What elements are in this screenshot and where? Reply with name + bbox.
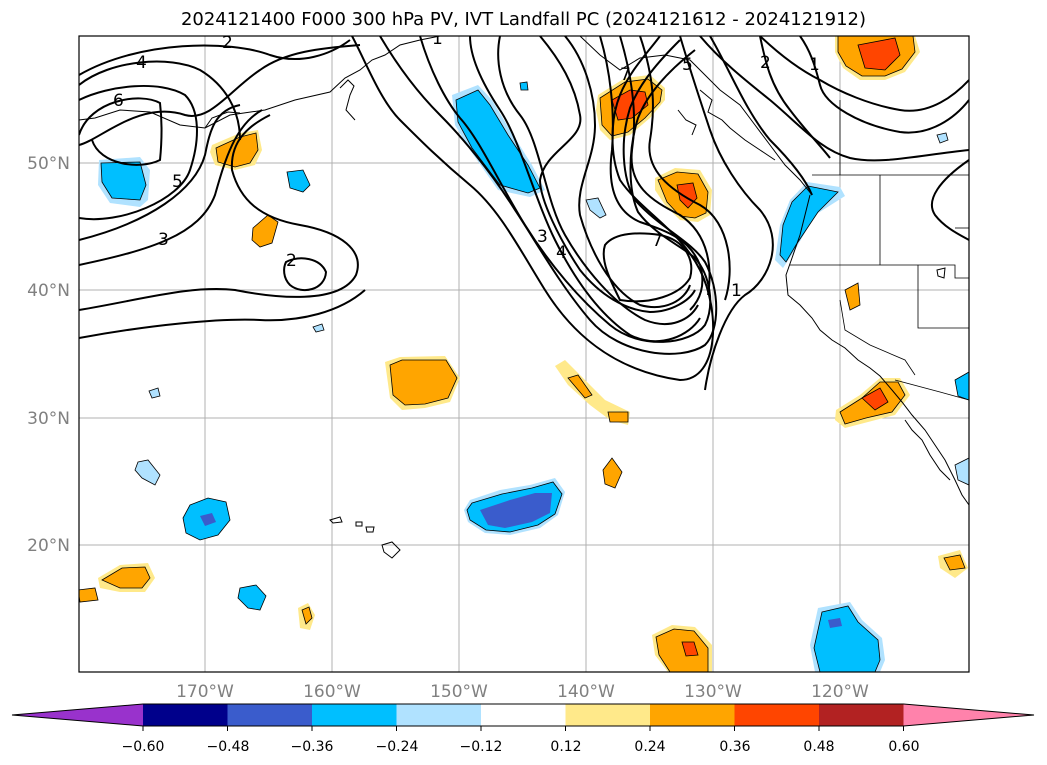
colorbar-tick-label: −0.12 — [460, 739, 503, 755]
ivt-negative-blob — [480, 493, 552, 528]
contour-label: 6 — [113, 91, 124, 111]
colorbar-segment — [819, 704, 904, 726]
lon-label: 120°W — [811, 682, 869, 702]
lon-label: 170°W — [176, 682, 234, 702]
colorbar-segment — [312, 704, 397, 726]
colorbar-segment — [227, 704, 313, 726]
colorbar-segment — [481, 704, 566, 726]
ivt-positive-blob — [567, 374, 593, 399]
contour-label: 1 — [809, 55, 820, 75]
colorbar-tick-label: 0.60 — [888, 739, 919, 755]
colorbar-tick-label: 0.36 — [719, 739, 750, 755]
lat-label: 20°N — [27, 536, 70, 556]
contour-label: 2 — [222, 33, 233, 53]
contour-label: 3 — [537, 227, 548, 247]
state-borders — [790, 100, 969, 401]
ivt-negative-blob — [312, 323, 325, 333]
lon-label: 160°W — [303, 682, 361, 702]
ivt-positive-blob — [611, 89, 649, 121]
colorbar-tick-label: −0.60 — [122, 739, 165, 755]
ivt-positive-blob — [79, 587, 99, 603]
contour-label: 4 — [136, 53, 147, 73]
map-plot-area: 2 4 6 5 3 2 3 4 7 1 1 2 7 5 1 — [79, 29, 969, 672]
contour-label: 5 — [172, 172, 183, 192]
pv-contours — [79, 36, 969, 391]
contour-label: 5 — [682, 55, 693, 75]
colorbar-segment — [565, 704, 651, 726]
ivt-negative-blob — [100, 161, 147, 201]
ivt-negative-blob — [828, 618, 842, 628]
ivt-negative-blob — [519, 81, 529, 91]
ivt-positive-blob — [101, 566, 151, 589]
contour-label: 7 — [620, 65, 631, 85]
contour-labels: 2 4 6 5 3 2 3 4 7 1 1 2 7 5 1 — [113, 29, 820, 301]
map-frame — [78, 35, 970, 673]
contour-label: 1 — [731, 281, 742, 301]
colorbar-tick-label: 0.24 — [634, 739, 665, 755]
contour-label: 2 — [760, 53, 771, 73]
colorbar-tick-label: −0.36 — [291, 739, 334, 755]
lon-labels: 170°W 160°W 150°W 140°W 130°W 120°W — [176, 682, 869, 702]
colorbar-segment — [650, 704, 735, 726]
contour-label: 3 — [158, 230, 169, 250]
colorbar-segment — [734, 704, 820, 726]
ivt-positive-blob — [602, 457, 623, 489]
ivt-negative-blob — [954, 371, 969, 401]
ivt-negative-blob — [200, 513, 216, 526]
ivt-positive-blob — [389, 359, 458, 406]
colorbar-tick-label: 0.48 — [803, 739, 834, 755]
islands — [329, 267, 946, 559]
colorbar-segment — [396, 704, 482, 726]
colorbar-tick-label: 0.12 — [550, 739, 581, 755]
ivt-positive-blob — [943, 554, 966, 571]
figure-title: 2024121400 F000 300 hPa PV, IVT Landfall… — [180, 9, 867, 30]
lat-labels: 20°N 30°N 40°N 50°N — [27, 154, 70, 556]
lon-label: 150°W — [430, 682, 488, 702]
colorbar-tick-label: −0.48 — [207, 739, 250, 755]
lon-label: 140°W — [557, 682, 615, 702]
ivt-negative-blob — [134, 459, 161, 486]
lat-label: 50°N — [27, 154, 70, 174]
contour-label: 1 — [432, 29, 443, 49]
colorbar-tick-labels: −0.60 −0.48 −0.36 −0.24 −0.12 0.12 0.24 … — [122, 739, 920, 755]
contour-label: 4 — [556, 243, 567, 263]
colorbar-segment — [143, 704, 228, 726]
ivt-positive-blob — [301, 606, 313, 625]
lat-label: 40°N — [27, 281, 70, 301]
ivt-negative-blob — [779, 185, 839, 263]
lat-label: 30°N — [27, 409, 70, 429]
ivt-positive-blob — [857, 37, 901, 71]
lon-label: 130°W — [684, 682, 742, 702]
ivt-negative-blob — [936, 132, 949, 144]
ivt-positive-blob — [861, 387, 889, 411]
contour-label: 7 — [652, 231, 663, 251]
ivt-negative-blob — [286, 169, 311, 193]
ivt-negative-blob — [237, 584, 267, 611]
ivt-negative-blob — [954, 457, 969, 486]
colorbar — [11, 703, 1035, 731]
colorbar-extend-high — [903, 704, 1034, 726]
ivt-positive-blob — [681, 641, 699, 657]
ivt-positive-blob — [607, 411, 629, 423]
contour-label: 2 — [286, 251, 297, 271]
ivt-negative-blob — [148, 387, 161, 399]
colorbar-tick-label: −0.24 — [376, 739, 419, 755]
ivt-negative-blob — [585, 197, 607, 219]
colorbar-extend-low — [12, 704, 143, 726]
ivt-positive-blob — [655, 628, 709, 672]
ivt-positive-blob — [844, 282, 861, 311]
